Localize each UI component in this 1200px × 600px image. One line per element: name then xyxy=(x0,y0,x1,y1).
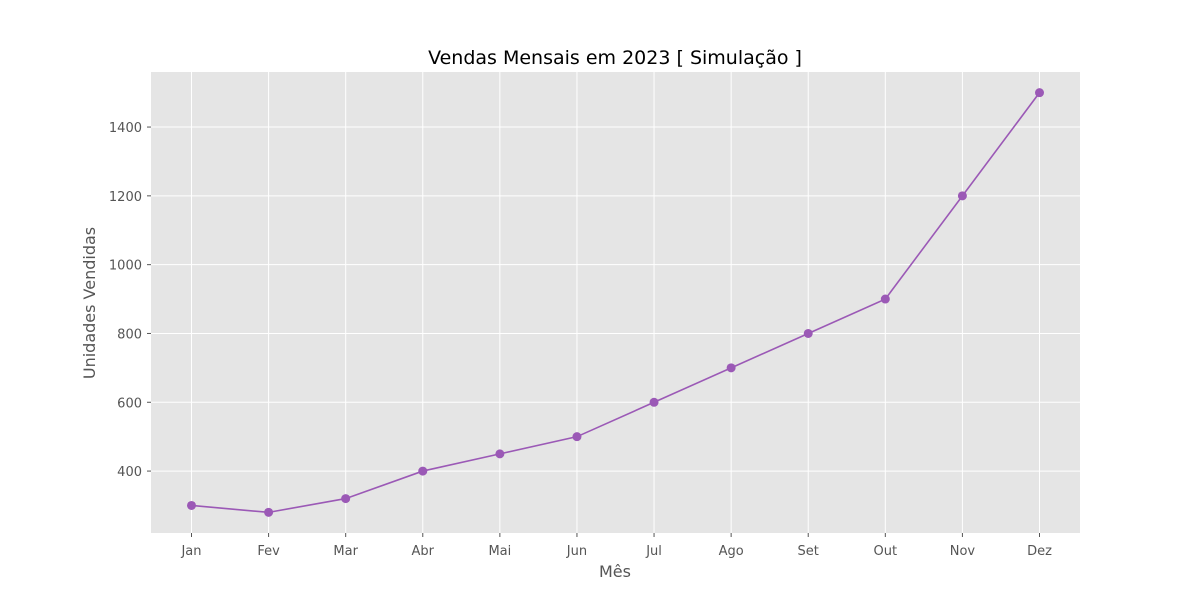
data-point xyxy=(264,507,274,517)
y-axis-label: Unidades Vendidas xyxy=(80,227,99,379)
x-tick-label: Out xyxy=(874,544,898,559)
plot-background xyxy=(151,72,1080,533)
y-tick-label: 600 xyxy=(117,396,142,411)
x-tick-label: Nov xyxy=(950,544,976,559)
y-tick-labels: 400 600 800 1000 1200 1400 xyxy=(109,121,151,480)
x-tick-label: Set xyxy=(798,544,819,559)
x-tick-label: Mai xyxy=(488,544,511,559)
series-line xyxy=(191,92,1041,514)
data-point xyxy=(187,500,196,510)
data-point xyxy=(1035,88,1044,98)
y-tick-label: 800 xyxy=(117,327,142,342)
data-point xyxy=(495,449,505,459)
data-point xyxy=(803,328,813,338)
data-point xyxy=(880,294,890,304)
x-tick-label: Mar xyxy=(333,544,358,559)
x-tick-label: Jan xyxy=(180,544,201,559)
y-tick-label: 1200 xyxy=(109,190,142,205)
x-tick-labels: Jan Fev Mar Abr Mai Jun Jul Ago Set Out Nov Dez xyxy=(180,533,1052,559)
y-tick-label: 1000 xyxy=(109,259,142,274)
data-point xyxy=(957,191,967,201)
data-point xyxy=(418,466,428,476)
data-point xyxy=(572,432,582,442)
series-layer xyxy=(187,88,1044,517)
x-tick-label: Jun xyxy=(566,544,587,559)
data-point xyxy=(341,494,351,504)
x-axis-label: Mês xyxy=(599,562,631,581)
x-tick-label: Abr xyxy=(412,544,435,559)
x-tick-label: Jul xyxy=(645,544,662,559)
y-tick-label: 400 xyxy=(117,465,142,480)
horizontal-gridlines xyxy=(151,126,1080,472)
y-tick-label: 1400 xyxy=(109,121,142,136)
x-tick-label: Dez xyxy=(1027,544,1052,559)
chart-title: Vendas Mensais em 2023 [ Simulação ] xyxy=(428,47,802,69)
x-tick-label: Ago xyxy=(719,544,744,559)
x-tick-label: Fev xyxy=(257,544,280,559)
data-point xyxy=(726,363,736,373)
vertical-gridlines xyxy=(191,72,1040,533)
data-point xyxy=(649,397,659,407)
